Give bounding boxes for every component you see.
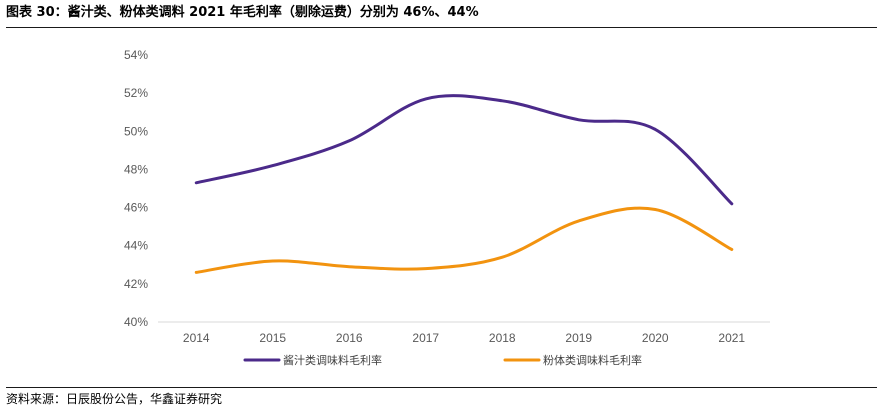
y-tick-label: 48% — [124, 162, 148, 176]
source-note: 资料来源：日辰股份公告，华鑫证券研究 — [6, 392, 223, 406]
y-tick-label: 40% — [124, 315, 148, 329]
x-tick-label: 2014 — [183, 331, 210, 345]
x-tick-label: 2015 — [259, 331, 286, 345]
series-line-1 — [194, 94, 734, 206]
x-tick-label: 2021 — [718, 331, 745, 345]
legend-label-2: 粉体类调味料毛利率 — [543, 353, 642, 367]
x-tick-label: 2017 — [412, 331, 439, 345]
x-tick-label: 2016 — [336, 331, 363, 345]
legend-label-1: 酱汁类调味料毛利率 — [283, 353, 382, 367]
bottom-divider — [6, 387, 877, 388]
series-line-2 — [194, 206, 734, 274]
line-chart: 40% 42% 44% 46% 48% 50% 52% 54% 2014 2015 2016 2017… — [124, 48, 770, 367]
y-tick-label: 54% — [124, 48, 148, 62]
y-tick-label: 52% — [124, 86, 148, 100]
y-tick-label: 42% — [124, 277, 148, 291]
legend: 酱汁类调味料毛利率 粉体类调味料毛利率 — [243, 353, 642, 367]
x-tick-label: 2019 — [565, 331, 592, 345]
x-tick-label: 2018 — [489, 331, 516, 345]
top-divider — [6, 27, 877, 28]
series-layer — [194, 94, 734, 274]
y-tick-label: 44% — [124, 239, 148, 253]
x-tick-label: 2020 — [642, 331, 669, 345]
y-tick-label: 50% — [124, 124, 148, 138]
chart-title: 图表 30：酱汁类、粉体类调料 2021 年毛利率（剔除运费）分别为 46%、4… — [6, 5, 479, 20]
y-tick-label: 46% — [124, 201, 148, 215]
axis-layer: 40% 42% 44% 46% 48% 50% 52% 54% 2014 2015 2016 2017… — [124, 48, 770, 345]
